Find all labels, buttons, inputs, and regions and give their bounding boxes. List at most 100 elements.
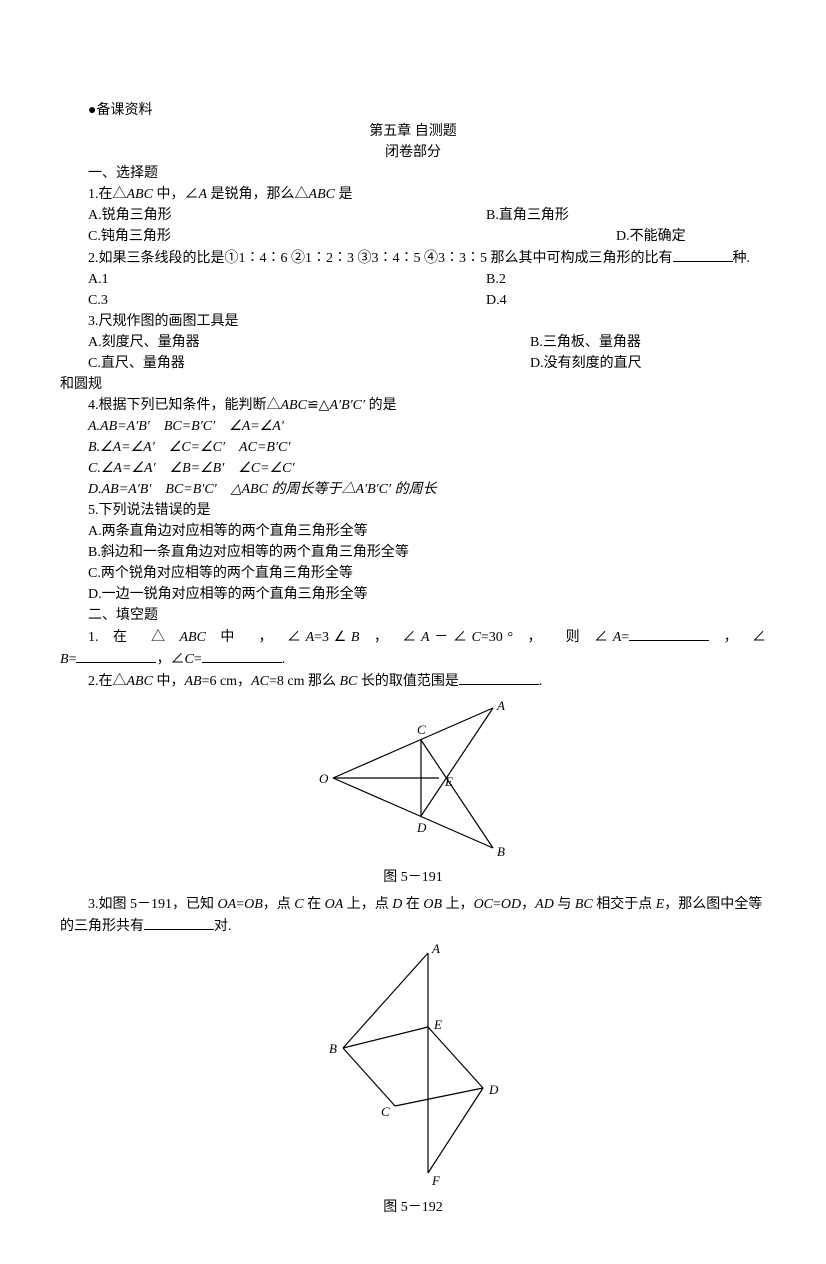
subtitle: 闭卷部分 [60,142,766,163]
q5-stem: 5.下列说法错误的是 [60,500,766,521]
fq1-l2-a: B [60,652,69,667]
fq3-d: 在 [304,897,325,912]
q2-option-b: B.2 [486,269,766,290]
fq2-f: . [539,674,543,689]
q1-abc2: ABC [309,187,335,202]
figure-5-191: OABCDE [60,698,766,865]
q1-option-d: D.不能确定 [616,226,766,247]
q4-opt-c-text: C.∠A=∠A′ ∠B=∠B′ ∠C=∠C′ [88,461,295,476]
fq2-b: 中， [153,674,185,689]
q1-option-c: C.钝角三角形 [60,226,616,247]
q2-blank[interactable] [673,247,733,262]
backup-materials-label: ●备课资料 [60,100,766,121]
fq3-bc: BC [575,897,593,912]
fq1-l2-c: ，∠ [156,652,184,667]
q1-option-a: A.锐角三角形 [60,205,486,226]
fq1-A3: A [613,630,622,645]
q2-text: 2.如果三条线段的比是①1∶4∶6 ②1∶2∶3 ③3∶4∶5 ④3∶3∶5 那… [60,251,673,266]
q3-option-d-part1: D.没有刻度的直尺 [530,353,766,374]
fq3-blank[interactable] [144,915,214,930]
q5-option-c: C.两个锐角对应相等的两个直角三角形全等 [60,563,766,584]
fq3-b: = [236,897,244,912]
q4-text-e: 的是 [365,398,397,413]
q3-option-a: A.刻度尺、量角器 [60,332,530,353]
q5-option-d: D.一边一锐角对应相等的两个直角三角形全等 [60,584,766,605]
section-1-heading: 一、选择题 [60,163,766,184]
fq1-h: ， ∠ [709,630,766,645]
q4-text-a: 4.根据下列已知条件，能判断△ [88,398,281,413]
fq1-l2-f: . [282,652,286,667]
fq1-l2-d: C [184,652,193,667]
fq2-bc: BC [339,674,357,689]
q2-option-d: D.4 [486,290,766,311]
q2-tail: 种. [733,251,751,266]
fq3-m: 对. [214,919,232,934]
fq1-blank-c[interactable] [202,648,282,663]
svg-text:B: B [497,844,505,858]
fill-q1: 1. 在 △ ABC 中 ， ∠ A=3 ∠ B ， ∠ A － ∠ C=30 … [60,626,766,648]
q1-text-c: 中，∠ [153,187,199,202]
q4-option-a: A.AB=A′B′ BC=B′C′ ∠A=∠A′ [60,416,766,437]
fq1-A: A [306,630,315,645]
fq1-C: C [472,630,481,645]
fq3-h: = [493,897,501,912]
worksheet-page: ●备课资料 第五章 自测题 闭卷部分 一、选择题 1.在△ABC 中，∠A 是锐… [0,0,826,1264]
svg-text:A: A [496,698,505,713]
fq3-od: OD [501,897,521,912]
fq1-A2: A [421,630,430,645]
fq1-l2-e: = [194,652,202,667]
q1-option-b: B.直角三角形 [486,205,766,226]
diagram-5-191: OABCDE [313,698,513,858]
q4-option-c: C.∠A=∠A′ ∠B=∠B′ ∠C=∠C′ [60,458,766,479]
q1-text-a: 1.在△ [88,187,127,202]
q4-opt-a-text: A.AB=A′B′ BC=B′C′ ∠A=∠A′ [88,419,284,434]
fq1-d: ， ∠ [359,630,421,645]
fq2-blank[interactable] [459,670,539,685]
svg-text:D: D [416,820,427,835]
fq2-c: =6 cm， [202,674,252,689]
q4-option-b: B.∠A=∠A′ ∠C=∠C′ AC=B′C′ [60,437,766,458]
fq1-f: =30 ° ， 则 ∠ [481,630,613,645]
q1-angle-a: A [198,187,207,202]
fq3-oa: OA [218,897,237,912]
fq1-blank-b[interactable] [76,648,156,663]
figure-5-192: AFBCED [60,943,766,1195]
fq3-e: 上，点 [343,897,392,912]
section-2-heading: 二、填空题 [60,605,766,626]
q3-stem: 3.尺规作图的画图工具是 [60,311,766,332]
q2-option-c: C.3 [60,290,486,311]
fq2-e: 长的取值范围是 [357,674,459,689]
fq3-D: D [392,897,402,912]
q4-stem: 4.根据下列已知条件，能判断△ABC≌△A′B′C′ 的是 [60,395,766,416]
fq1-c: =3 ∠ [314,630,351,645]
q4-opt-b-text: B.∠A=∠A′ ∠C=∠C′ AC=B′C′ [88,440,290,455]
fq1-b: 中 ， ∠ [206,630,306,645]
q5-option-a: A.两条直角边对应相等的两个直角三角形全等 [60,521,766,542]
fq3-oa2: OA [325,897,344,912]
svg-text:F: F [431,1173,441,1188]
fq1-blank-a[interactable] [629,626,709,641]
fq1-l2-b: = [69,652,77,667]
fq1-e: － ∠ [430,630,472,645]
fq1-abc: ABC [179,630,205,645]
svg-text:E: E [433,1017,442,1032]
chapter-title: 第五章 自测题 [60,121,766,142]
fq3-f: 在 [402,897,423,912]
fq1-g: = [621,630,629,645]
q3-option-b: B.三角板、量角器 [530,332,766,353]
fq3-ob2: OB [423,897,442,912]
fq3-g: 上， [442,897,474,912]
figure-5-192-caption: 图 5－192 [60,1197,766,1218]
fq2-abc: ABC [127,674,153,689]
svg-text:C: C [381,1104,390,1119]
fq3-ad: AD [535,897,554,912]
q5-option-b: B.斜边和一条直角边对应相等的两个直角三角形全等 [60,542,766,563]
q4-abc: ABC [281,398,307,413]
q1-text-e: 是锐角，那么△ [207,187,309,202]
fill-q2: 2.在△ABC 中，AB=6 cm，AC=8 cm 那么 BC 长的取值范围是. [60,670,766,692]
figure-5-191-caption: 图 5－191 [60,867,766,888]
fq2-d: =8 cm 那么 [269,674,340,689]
q4-opt-d-text: D.AB=A′B′ BC=B′C′ △ABC 的周长等于△A′B′C′ 的周长 [88,482,437,497]
q1-text-g: 是 [335,187,353,202]
fq3-k: 相交于点 [593,897,656,912]
